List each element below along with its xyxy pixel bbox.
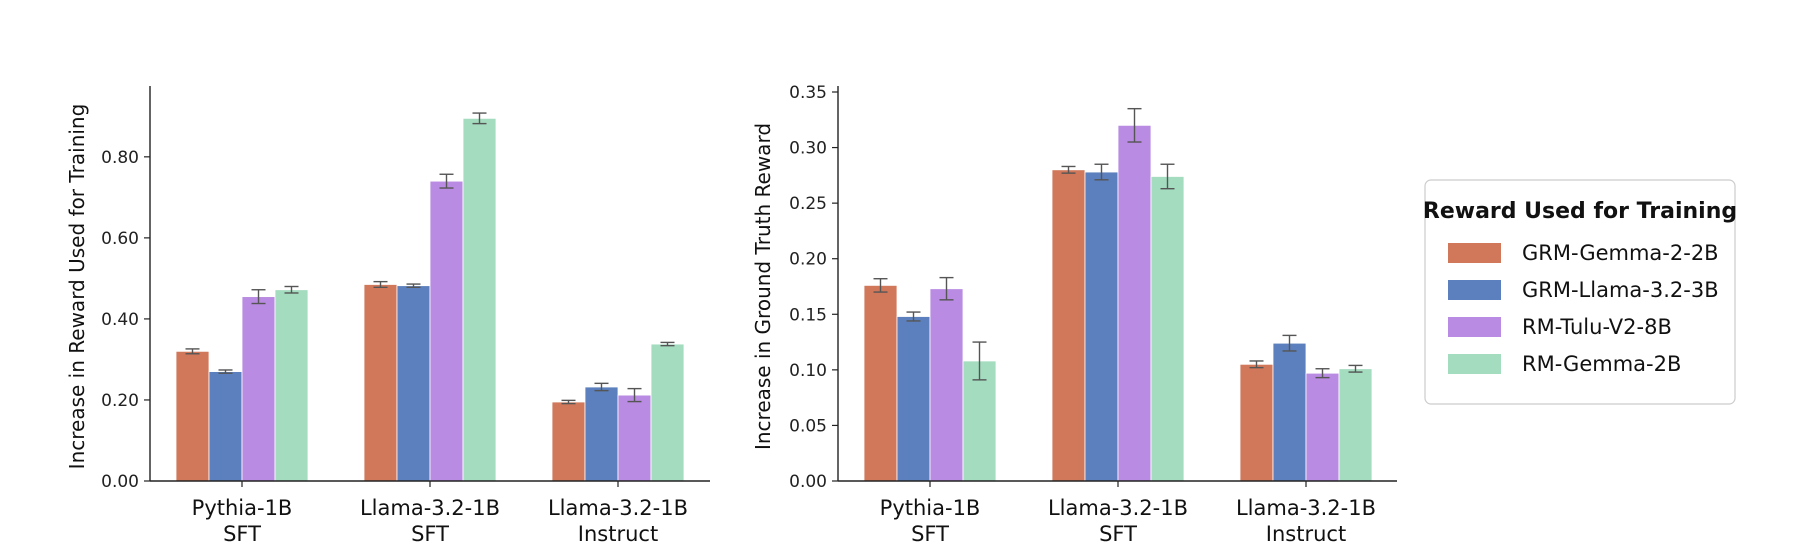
right-chart: 0.00 0.05 0.10 0.15 0.20 0.25 0.30 0.35 Pythia-1… bbox=[751, 83, 1397, 546]
y-tick-label: 0.80 bbox=[101, 148, 139, 168]
x-tick-label: Llama-3.2-1B Instruct bbox=[548, 496, 688, 546]
bar-rm-gemma-2b-2 bbox=[650, 343, 685, 482]
legend-swatch bbox=[1448, 354, 1501, 374]
bar-rm-gemma-2b-2 bbox=[1338, 368, 1373, 482]
bar-rm-tulu-v2-8b-2 bbox=[617, 394, 652, 482]
y-tick-label: 0.25 bbox=[789, 194, 827, 214]
legend-label: RM-Gemma-2B bbox=[1522, 352, 1681, 376]
y-tick-label: 0.10 bbox=[789, 361, 827, 381]
y-tick-label: 0.40 bbox=[101, 310, 139, 330]
bar-grm-gemma-2-2b-1 bbox=[1051, 169, 1086, 482]
bar-grm-llama-3.2-3b-1 bbox=[1084, 171, 1119, 482]
bar-grm-llama-3.2-3b-1 bbox=[396, 285, 431, 482]
y-tick-label: 0.20 bbox=[101, 391, 139, 411]
legend-swatch bbox=[1448, 243, 1501, 263]
legend-items: GRM-Gemma-2-2B GRM-Llama-3.2-3B RM-Tulu-V2… bbox=[1448, 241, 1719, 376]
y-axis-title: Increase in Reward Used for Training bbox=[65, 104, 89, 470]
bar-rm-tulu-v2-8b-1 bbox=[429, 180, 464, 482]
bar-grm-llama-3.2-3b-2 bbox=[1272, 342, 1307, 482]
bar-grm-llama-3.2-3b-0 bbox=[896, 316, 931, 482]
x-tick-label: Pythia-1B SFT bbox=[192, 496, 293, 546]
y-tick-label: 0.00 bbox=[789, 472, 827, 492]
x-tick-label: Llama-3.2-1B Instruct bbox=[1236, 496, 1376, 546]
bar-rm-tulu-v2-8b-0 bbox=[241, 296, 276, 482]
bar-grm-gemma-2-2b-1 bbox=[363, 284, 398, 482]
legend-swatch bbox=[1448, 317, 1501, 337]
legend-title: Reward Used for Training bbox=[1423, 199, 1737, 224]
left-chart: 0.00 0.20 0.40 0.60 0.80 Pythia-1B SFT Llama-3.… bbox=[65, 86, 710, 546]
y-tick-label: 0.20 bbox=[789, 250, 827, 270]
legend: Reward Used for Training GRM-Gemma-2-2BG… bbox=[1423, 179, 1737, 405]
legend-frame bbox=[1424, 179, 1736, 405]
bar-rm-gemma-2b-1 bbox=[1150, 176, 1185, 482]
y-tick-label: 0.35 bbox=[789, 83, 827, 103]
y-tick-label: 0.00 bbox=[101, 472, 139, 492]
y-tick-label: 0.30 bbox=[789, 139, 827, 159]
bar-rm-gemma-2b-0 bbox=[274, 289, 309, 482]
bar-rm-gemma-2b-1 bbox=[462, 117, 497, 482]
y-tick-label: 0.60 bbox=[101, 229, 139, 249]
bar-rm-tulu-v2-8b-0 bbox=[929, 288, 964, 482]
bar-grm-gemma-2-2b-2 bbox=[1239, 363, 1274, 482]
legend-label: GRM-Llama-3.2-3B bbox=[1522, 278, 1719, 302]
legend-label: RM-Tulu-V2-8B bbox=[1522, 315, 1672, 339]
y-tick-label: 0.15 bbox=[789, 305, 827, 325]
bar-grm-gemma-2-2b-0 bbox=[175, 350, 210, 482]
y-axis-title: Increase in Ground Truth Reward bbox=[751, 123, 775, 450]
x-tick-label: Pythia-1B SFT bbox=[880, 496, 981, 546]
bar-grm-llama-3.2-3b-2 bbox=[584, 386, 619, 482]
bar-grm-llama-3.2-3b-0 bbox=[208, 371, 243, 482]
bar-rm-tulu-v2-8b-2 bbox=[1305, 372, 1340, 482]
legend-label: GRM-Gemma-2-2B bbox=[1522, 241, 1719, 265]
legend-swatch bbox=[1448, 280, 1501, 300]
bar-rm-tulu-v2-8b-1 bbox=[1117, 124, 1152, 482]
x-tick-label: Llama-3.2-1B SFT bbox=[360, 496, 500, 546]
bar-grm-gemma-2-2b-2 bbox=[551, 401, 586, 482]
x-tick-label: Llama-3.2-1B SFT bbox=[1048, 496, 1188, 546]
bar-grm-gemma-2-2b-0 bbox=[863, 284, 898, 482]
y-tick-label: 0.05 bbox=[789, 416, 827, 436]
